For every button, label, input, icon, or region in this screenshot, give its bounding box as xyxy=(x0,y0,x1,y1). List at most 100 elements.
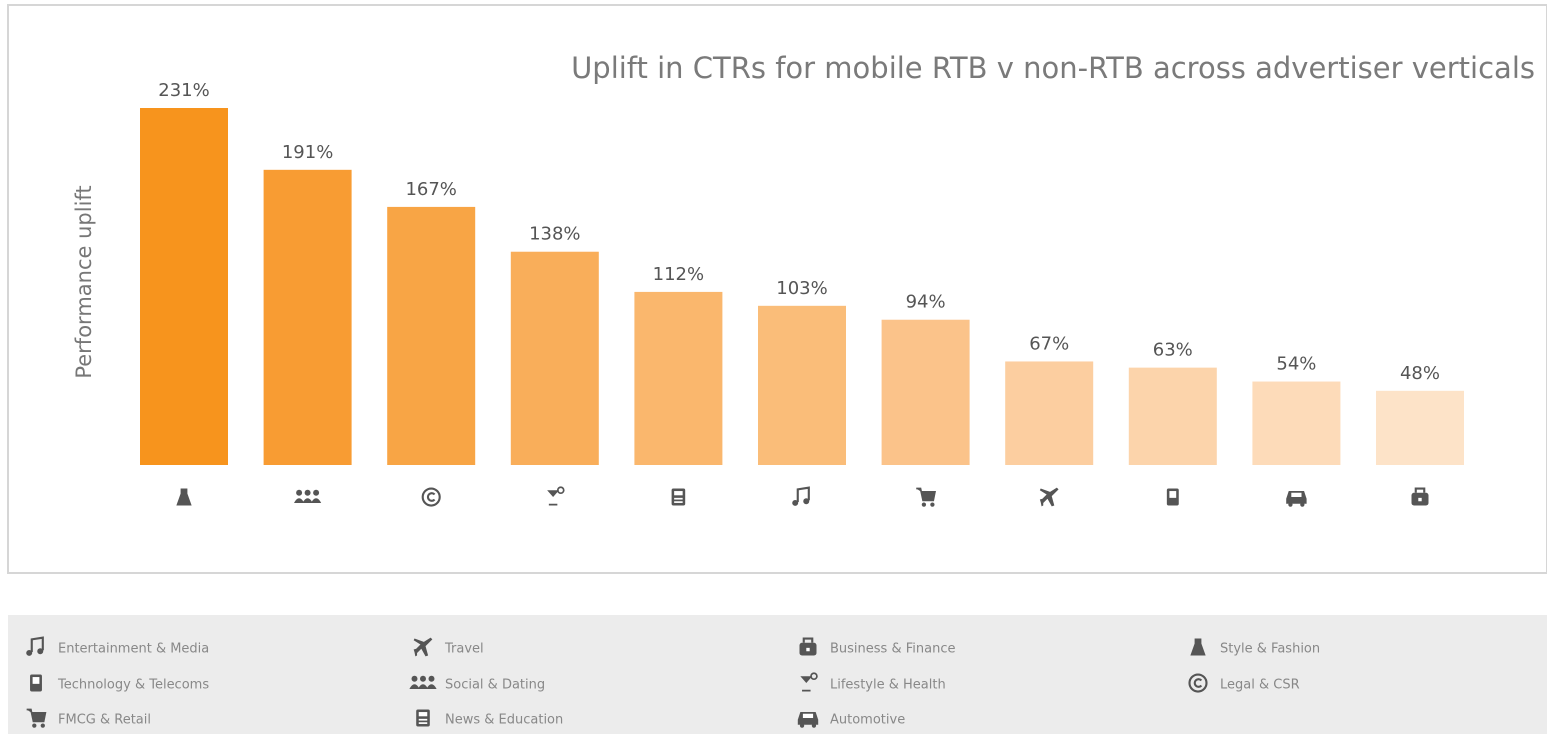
icon-part xyxy=(674,491,683,496)
value-label: 63% xyxy=(1153,340,1193,361)
category-icon xyxy=(1286,491,1307,507)
category-icon xyxy=(792,486,810,506)
y-axis-label: Performance uplift xyxy=(72,185,96,378)
value-label: 48% xyxy=(1400,363,1440,384)
category-icon xyxy=(176,488,192,506)
icon-part xyxy=(1169,491,1177,498)
legend-icon xyxy=(800,672,818,692)
icon-part xyxy=(802,637,814,643)
legend-label: FMCG & Retail xyxy=(58,713,151,728)
bar xyxy=(387,206,476,465)
chart-title: Uplift in CTRs for mobile RTB v non-RTB … xyxy=(571,51,1535,85)
legend-panel xyxy=(8,615,1547,734)
icon-part xyxy=(26,649,33,656)
legend-label: News & Education xyxy=(445,713,563,728)
icon-part xyxy=(32,723,37,728)
icon-part xyxy=(302,498,313,503)
value-label: 94% xyxy=(906,292,946,313)
legend-label: Lifestyle & Health xyxy=(830,678,946,693)
value-label: 54% xyxy=(1276,354,1316,375)
legend-icon xyxy=(409,675,437,689)
value-label: 167% xyxy=(405,179,456,200)
icon-part xyxy=(294,498,305,503)
icon-part xyxy=(796,486,810,503)
icon-part xyxy=(426,492,436,502)
icon-part xyxy=(1414,487,1426,493)
icon-part xyxy=(420,675,426,682)
bar xyxy=(510,251,599,465)
icon-part xyxy=(1190,638,1206,656)
legend-icon xyxy=(416,709,430,727)
bar xyxy=(634,291,723,465)
icon-part xyxy=(547,490,560,506)
icon-part xyxy=(428,675,435,682)
icon-part xyxy=(799,723,805,728)
icon-part xyxy=(674,497,683,500)
icon-part xyxy=(671,488,686,506)
icon-part xyxy=(1188,673,1208,693)
legend-icon xyxy=(1190,638,1206,656)
icon-part xyxy=(797,712,819,725)
icon-part xyxy=(556,486,565,495)
icon-part xyxy=(921,502,927,507)
icon-part xyxy=(792,499,799,506)
legend-label: Legal & CSR xyxy=(1220,678,1300,693)
icon-part xyxy=(811,723,817,728)
legend-icon xyxy=(26,708,47,728)
icon-part xyxy=(416,709,430,727)
icon-part xyxy=(1418,497,1422,502)
icon-part xyxy=(311,498,322,503)
bar xyxy=(1252,381,1341,465)
icon-part xyxy=(802,713,814,718)
icon-part xyxy=(313,489,320,496)
value-label: 231% xyxy=(158,80,209,101)
legend-icon xyxy=(26,636,44,656)
legend-label: Business & Finance xyxy=(830,642,955,657)
icon-part xyxy=(916,487,936,502)
value-label: 103% xyxy=(776,278,827,299)
icon-part xyxy=(810,672,818,681)
legend-icon xyxy=(1188,673,1208,693)
icon-part xyxy=(1288,502,1293,507)
icon-part xyxy=(418,722,428,724)
icon-part xyxy=(26,708,47,723)
icon-part xyxy=(806,647,810,652)
legend-icon xyxy=(30,674,42,692)
icon-part xyxy=(304,489,311,496)
legend-icon xyxy=(413,637,433,657)
icon-part xyxy=(176,488,192,506)
icon-part xyxy=(40,723,45,728)
bar xyxy=(263,169,352,465)
icon-part xyxy=(421,487,441,507)
icon-part xyxy=(418,718,428,721)
category-icon xyxy=(1166,488,1179,506)
value-label: 138% xyxy=(529,224,580,245)
value-label: 191% xyxy=(282,142,333,163)
value-label: 67% xyxy=(1029,333,1069,354)
category-icon xyxy=(421,487,441,507)
icon-part xyxy=(417,684,429,689)
icon-part xyxy=(803,498,810,505)
category-icon xyxy=(294,489,322,503)
bar xyxy=(1376,390,1464,465)
icon-part xyxy=(418,712,428,717)
category-icon xyxy=(916,487,936,507)
bar xyxy=(881,319,970,465)
legend-icon xyxy=(797,712,819,728)
icon-part xyxy=(800,676,813,692)
legend-label: Entertainment & Media xyxy=(58,642,209,657)
icon-part xyxy=(37,648,44,655)
category-icon xyxy=(547,486,565,506)
icon-part xyxy=(409,684,420,689)
legend-label: Travel xyxy=(444,642,484,657)
icon-part xyxy=(296,489,303,496)
bar xyxy=(140,108,228,465)
icon-part xyxy=(1193,678,1203,688)
icon-part xyxy=(426,684,437,689)
icon-part xyxy=(30,636,44,653)
icon-part xyxy=(32,677,40,684)
category-icon xyxy=(1039,487,1059,507)
icon-part xyxy=(930,502,935,507)
bar xyxy=(758,305,846,465)
bar xyxy=(1005,361,1094,465)
